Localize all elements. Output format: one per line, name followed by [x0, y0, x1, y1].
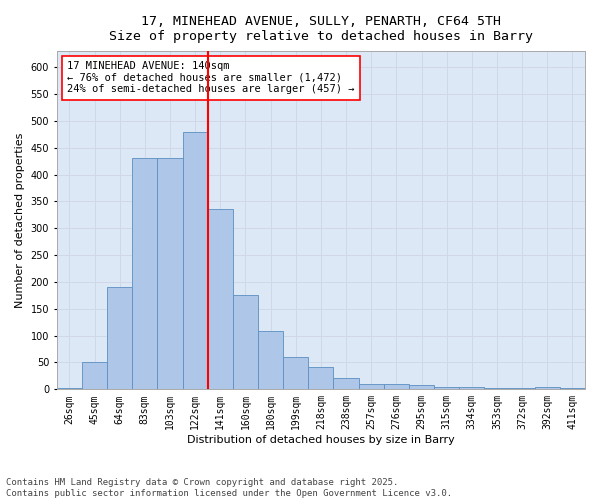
Bar: [484, 388, 509, 390]
Bar: [459, 386, 484, 390]
Bar: [157, 158, 182, 390]
Bar: [182, 132, 208, 390]
Bar: [535, 386, 560, 390]
X-axis label: Distribution of detached houses by size in Barry: Distribution of detached houses by size …: [187, 435, 455, 445]
Bar: [82, 362, 107, 390]
Bar: [208, 210, 233, 390]
Bar: [334, 378, 359, 390]
Bar: [308, 367, 334, 390]
Y-axis label: Number of detached properties: Number of detached properties: [15, 132, 25, 308]
Bar: [258, 332, 283, 390]
Bar: [560, 388, 585, 390]
Bar: [359, 384, 384, 390]
Bar: [57, 388, 82, 390]
Title: 17, MINEHEAD AVENUE, SULLY, PENARTH, CF64 5TH
Size of property relative to detac: 17, MINEHEAD AVENUE, SULLY, PENARTH, CF6…: [109, 15, 533, 43]
Bar: [384, 384, 409, 390]
Text: 17 MINEHEAD AVENUE: 140sqm
← 76% of detached houses are smaller (1,472)
24% of s: 17 MINEHEAD AVENUE: 140sqm ← 76% of deta…: [67, 62, 355, 94]
Bar: [409, 385, 434, 390]
Bar: [509, 388, 535, 390]
Bar: [233, 296, 258, 390]
Bar: [434, 386, 459, 390]
Text: Contains HM Land Registry data © Crown copyright and database right 2025.
Contai: Contains HM Land Registry data © Crown c…: [6, 478, 452, 498]
Bar: [283, 357, 308, 390]
Bar: [132, 158, 157, 390]
Bar: [107, 288, 132, 390]
